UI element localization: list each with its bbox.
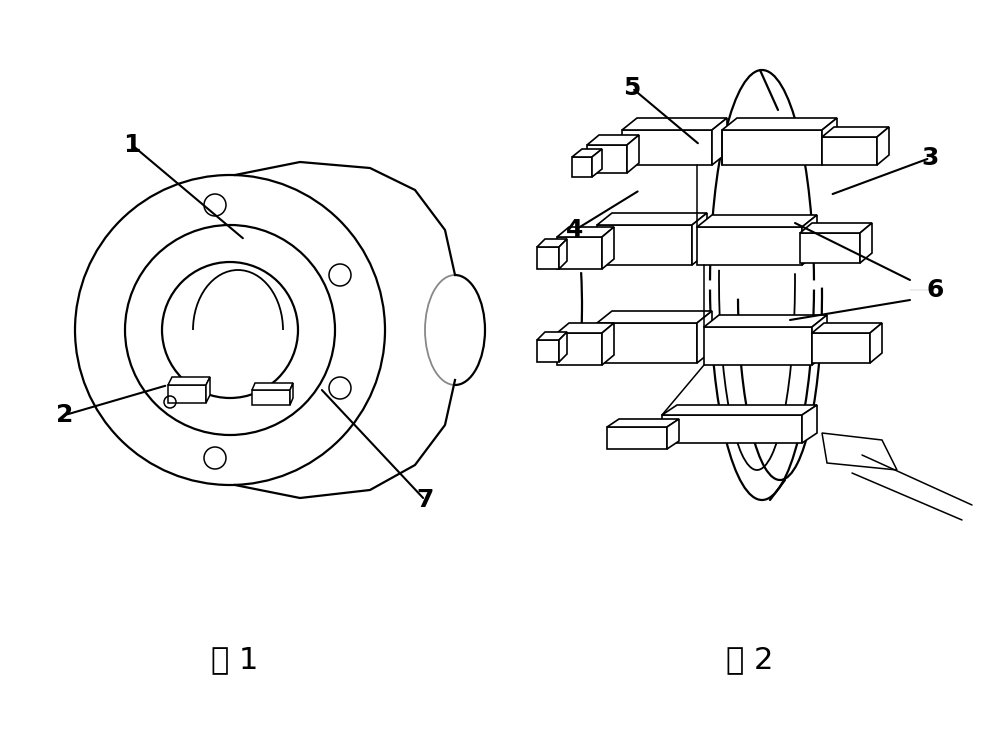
Polygon shape (704, 327, 812, 365)
Polygon shape (597, 323, 697, 363)
Text: 图 1: 图 1 (211, 645, 259, 675)
Polygon shape (722, 130, 822, 165)
Polygon shape (800, 233, 860, 263)
Polygon shape (627, 135, 639, 173)
Polygon shape (559, 239, 567, 269)
Polygon shape (622, 118, 727, 130)
Polygon shape (622, 130, 712, 165)
Polygon shape (692, 213, 707, 265)
Polygon shape (607, 419, 679, 427)
Polygon shape (860, 223, 872, 263)
Polygon shape (662, 405, 817, 415)
Polygon shape (822, 433, 897, 470)
Polygon shape (537, 332, 567, 340)
Polygon shape (592, 149, 602, 177)
Polygon shape (252, 383, 293, 390)
Polygon shape (597, 213, 707, 225)
Polygon shape (822, 137, 877, 165)
Polygon shape (822, 118, 837, 165)
Polygon shape (800, 223, 872, 233)
Polygon shape (802, 215, 817, 265)
Polygon shape (822, 127, 889, 137)
Polygon shape (559, 332, 567, 362)
Polygon shape (802, 405, 817, 443)
Polygon shape (870, 323, 882, 363)
Polygon shape (557, 227, 614, 237)
Text: 1: 1 (123, 133, 141, 157)
Polygon shape (667, 419, 679, 449)
Polygon shape (597, 225, 692, 265)
Polygon shape (537, 239, 567, 247)
Polygon shape (607, 427, 667, 449)
Polygon shape (587, 135, 639, 145)
Polygon shape (537, 340, 559, 362)
Text: 2: 2 (56, 403, 74, 427)
Polygon shape (697, 227, 802, 265)
Polygon shape (597, 311, 712, 323)
Polygon shape (812, 323, 882, 333)
Polygon shape (602, 227, 614, 269)
Polygon shape (704, 315, 827, 327)
Polygon shape (697, 311, 712, 363)
Polygon shape (557, 323, 614, 333)
Polygon shape (206, 377, 210, 403)
Polygon shape (572, 149, 602, 157)
Polygon shape (712, 118, 727, 165)
Polygon shape (252, 390, 290, 405)
Text: 3: 3 (921, 146, 939, 170)
Polygon shape (697, 215, 817, 227)
Polygon shape (168, 385, 206, 403)
Polygon shape (572, 157, 592, 177)
Polygon shape (602, 323, 614, 365)
Polygon shape (812, 315, 827, 365)
Polygon shape (877, 127, 889, 165)
Text: 6: 6 (926, 278, 944, 302)
Polygon shape (662, 415, 802, 443)
Polygon shape (537, 247, 559, 269)
Polygon shape (812, 333, 870, 363)
Polygon shape (168, 377, 210, 385)
Polygon shape (722, 118, 837, 130)
Polygon shape (557, 237, 602, 269)
Text: 5: 5 (623, 76, 641, 100)
Text: 4: 4 (566, 218, 584, 242)
Polygon shape (587, 145, 627, 173)
Text: 7: 7 (416, 488, 434, 512)
Polygon shape (557, 333, 602, 365)
Polygon shape (290, 383, 293, 405)
Text: 图 2: 图 2 (726, 645, 774, 675)
